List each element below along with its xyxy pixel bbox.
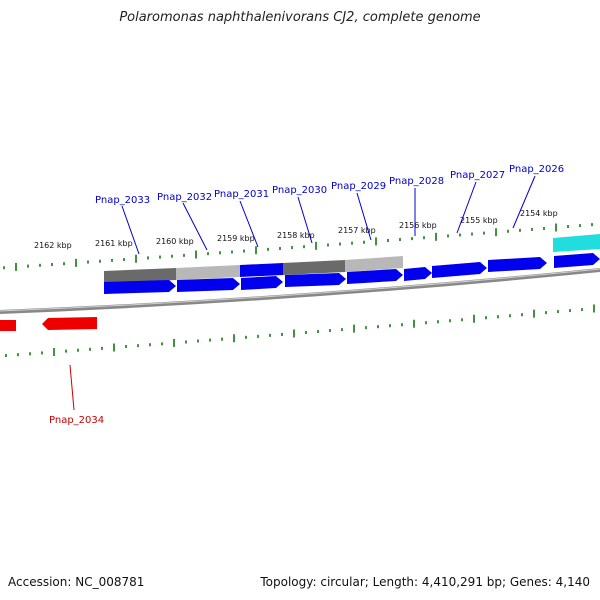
feature-bar-light: [345, 256, 403, 272]
gene-labels: Pnap_2033 Pnap_2032 Pnap_2031 Pnap_2030 Pnap…: [49, 164, 564, 426]
forward-cds-arrow[interactable]: [488, 257, 547, 272]
gene-label[interactable]: Pnap_2033: [95, 195, 150, 206]
map-title: Polaromonas naphthalenivorans CJ2, compl…: [119, 10, 481, 25]
forward-cds-arrow[interactable]: [404, 267, 432, 281]
gene-leader-line: [121, 205, 140, 255]
reverse-cds-arrow[interactable]: [0, 320, 16, 331]
outer-ruler: [3, 223, 593, 271]
gene-leader-line: [239, 200, 259, 248]
ruler-label: 2159 kbp: [217, 234, 255, 243]
gene-label[interactable]: Pnap_2030: [272, 185, 327, 196]
forward-cds-arrow[interactable]: [285, 273, 346, 287]
ruler-label: 2161 kbp: [95, 239, 133, 248]
ruler-label: 2154 kbp: [520, 209, 558, 218]
gene-leader-line: [356, 192, 372, 241]
feature-bar-light: [176, 265, 240, 280]
forward-cds-arrow[interactable]: [177, 278, 240, 292]
gene-label[interactable]: Pnap_2031: [214, 189, 269, 200]
gene-leader-line: [456, 181, 477, 234]
feature-bar-dark: [104, 268, 176, 283]
gene-leader-line: [69, 364, 75, 411]
gene-label[interactable]: Pnap_2027: [450, 170, 505, 181]
gene-label[interactable]: Pnap_2032: [157, 192, 212, 203]
feature-bar-cyan[interactable]: [553, 234, 600, 252]
forward-cds-arrow[interactable]: [554, 253, 600, 268]
forward-cds-arrow[interactable]: [104, 280, 176, 294]
reverse-cds-arrow[interactable]: [42, 317, 97, 330]
forward-cds-row: [104, 253, 600, 294]
ruler-label: 2158 kbp: [277, 231, 315, 240]
gene-label[interactable]: Pnap_2026: [509, 164, 564, 175]
ruler-label: 2162 kbp: [34, 241, 72, 250]
gene-label[interactable]: Pnap_2034: [49, 415, 104, 426]
reverse-cds-row: [0, 317, 97, 331]
genome-backbone: [0, 268, 600, 314]
genome-backbone-highlight: [0, 268, 600, 312]
topology-text: Topology: circular; Length: 4,410,291 bp…: [260, 575, 590, 589]
accession-text: Accession: NC_008781: [8, 575, 145, 589]
gene-leader-line: [512, 175, 536, 229]
gene-label[interactable]: Pnap_2029: [331, 181, 386, 192]
gene-label[interactable]: Pnap_2028: [389, 176, 444, 187]
forward-cds-arrow[interactable]: [241, 276, 283, 290]
forward-cds-arrow[interactable]: [432, 262, 487, 278]
gene-leader-line: [297, 196, 313, 244]
gene-leader-line: [182, 202, 208, 251]
ruler-label: 2155 kbp: [460, 216, 498, 225]
ruler-label: 2157 kbp: [338, 226, 376, 235]
forward-cds-arrow[interactable]: [347, 269, 403, 284]
ruler-label: 2160 kbp: [156, 237, 194, 246]
ruler-labels: 2162 kbp 2161 kbp 2160 kbp 2159 kbp 2158 kbp…: [34, 209, 558, 250]
feature-bar-dark: [283, 260, 345, 275]
feature-bar-blue[interactable]: [240, 263, 283, 277]
ruler-label: 2156 kbp: [399, 221, 437, 230]
feature-bar-row: [104, 234, 600, 283]
inner-ruler: [5, 304, 595, 358]
